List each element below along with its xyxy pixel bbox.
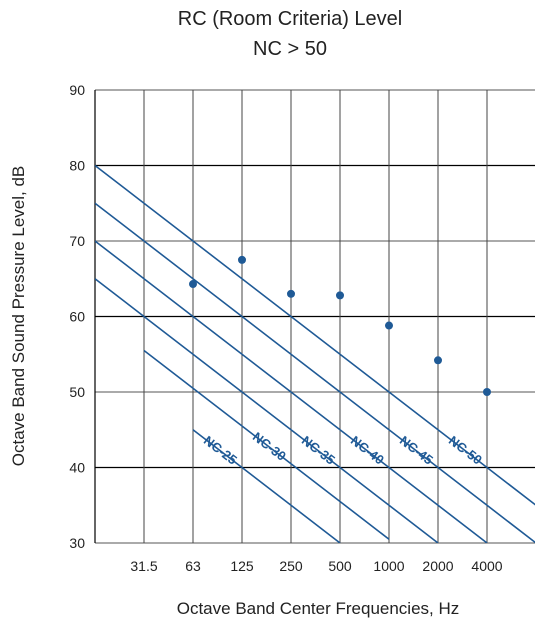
x-tick-label: 2000 (422, 558, 453, 574)
nc-curve-nc-50 (95, 164, 535, 506)
x-tick-label: 125 (230, 558, 254, 574)
measured-point (483, 388, 491, 396)
x-tick-label: 63 (185, 558, 201, 574)
x-tick-label: 500 (328, 558, 352, 574)
chart-title: RC (Room Criteria) Level (178, 8, 403, 30)
y-tick-label: 70 (69, 233, 85, 249)
y-axis-label: Octave Band Sound Pressure Level, dB (9, 166, 28, 467)
nc-curve-labels: NC-25 NC-30 NC-35 NC-40 NC-45 NC-50 (201, 429, 485, 468)
nc-curve-nc-30 (143, 349, 390, 540)
x-tick-label: 1000 (373, 558, 404, 574)
x-tick-label: 4000 (471, 558, 502, 574)
nc-label-nc-40: NC-40 (348, 433, 387, 468)
measured-point (385, 321, 393, 330)
nc-label-nc-50: NC-50 (446, 433, 485, 468)
y-tick-label: 40 (69, 460, 85, 476)
measured-point (434, 356, 442, 365)
x-axis-label: Octave Band Center Frequencies, Hz (177, 599, 460, 618)
x-axis-ticks: 31.5 63 125 250 500 1000 2000 4000 (130, 558, 502, 574)
y-tick-label: 60 (69, 309, 85, 325)
measured-points (189, 255, 491, 396)
nc-label-nc-30: NC-30 (250, 429, 289, 464)
y-tick-label: 30 (69, 535, 85, 551)
chart-subtitle: NC > 50 (253, 38, 327, 60)
x-tick-label: 31.5 (130, 558, 157, 574)
y-axis-ticks: 30 40 50 60 70 80 90 (69, 82, 85, 551)
nc-curve-nc-35 (95, 278, 439, 543)
nc-label-nc-35: NC-35 (299, 433, 338, 468)
nc-curve-nc-45 (95, 202, 535, 543)
measured-point (238, 255, 246, 264)
nc-curve-nc-40 (95, 240, 488, 543)
measured-point (189, 280, 197, 289)
y-tick-label: 90 (69, 82, 85, 98)
measured-point (287, 289, 295, 298)
nc-curve-nc-25 (192, 429, 341, 543)
y-tick-label: 50 (69, 384, 85, 400)
grid (94, 89, 535, 544)
x-tick-label: 250 (279, 558, 303, 574)
measured-point (336, 291, 344, 300)
nc-curves (95, 164, 535, 543)
nc-label-nc-25: NC-25 (201, 433, 240, 468)
y-tick-label: 80 (69, 158, 85, 174)
nc-label-nc-45: NC-45 (397, 433, 436, 468)
